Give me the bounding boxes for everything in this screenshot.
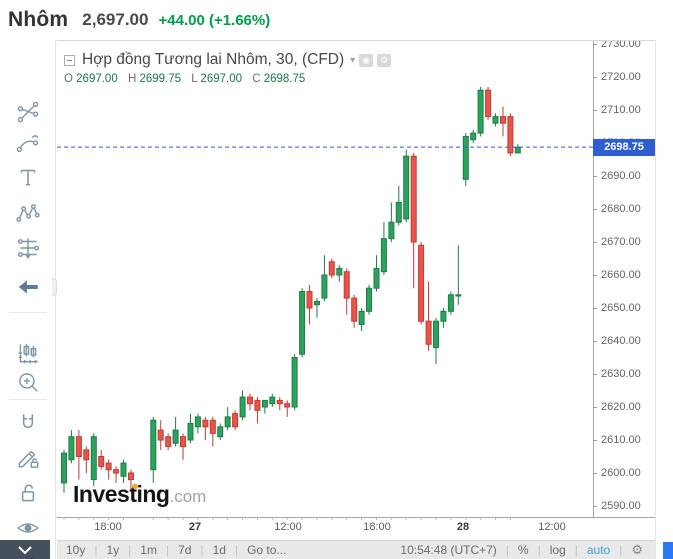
range-button-1d[interactable]: 1d: [212, 543, 226, 557]
chart-title[interactable]: Hợp đồng Tương lai Nhôm, 30, (CFD): [82, 51, 345, 68]
scroll-down-button[interactable]: [0, 540, 50, 559]
price-axis-label: 2710.00: [601, 103, 641, 116]
price-axis-label: 2620.00: [601, 400, 641, 413]
lock-all-drawings-icon[interactable]: [14, 479, 42, 507]
toolbar-collapse-handle[interactable]: [52, 278, 57, 296]
text-tool-icon[interactable]: [14, 163, 42, 191]
instrument-header: Nhôm 2,697.00 +44.00 (+1.66%): [0, 0, 673, 40]
percent-scale-button[interactable]: %: [517, 543, 529, 557]
chart-legend: Hợp đồng Tương lai Nhôm, 30, (CFD) ▾ ◉ ⚙…: [64, 51, 392, 85]
legend-collapse-icon[interactable]: [64, 54, 75, 66]
hide-all-drawings-icon[interactable]: [14, 514, 42, 542]
low-value: 2697.00: [200, 73, 242, 85]
high-value: 2699.75: [139, 73, 182, 85]
price-axis-label: 2680.00: [601, 202, 641, 215]
legend-settings-icon[interactable]: ⚙: [377, 53, 392, 67]
investing-watermark: Investing .com: [73, 481, 207, 507]
range-button-1m[interactable]: 1m: [140, 543, 157, 557]
drawing-toolbar: [0, 40, 57, 559]
instrument-price: 2,697.00: [82, 10, 149, 29]
pattern-tools-icon[interactable]: [14, 199, 42, 227]
instrument-change: +44.00 (+1.66%): [158, 11, 271, 29]
log-scale-button[interactable]: log: [549, 543, 566, 557]
price-axis-label: 2640.00: [601, 334, 641, 347]
separator: |: [234, 543, 239, 557]
candlestick-chart-canvas[interactable]: [57, 40, 593, 521]
time-axis-line: [57, 517, 655, 518]
time-axis-label: 12:00: [274, 521, 302, 533]
chevron-down-icon[interactable]: ▾: [350, 54, 356, 66]
go-to-button[interactable]: Go to...: [247, 543, 287, 557]
separator: |: [619, 543, 623, 557]
auto-scale-button[interactable]: auto: [586, 543, 611, 557]
price-axis-label: 2600.00: [601, 466, 641, 479]
separator: |: [200, 543, 204, 557]
price-axis-line: [593, 40, 594, 518]
separator: |: [94, 543, 98, 557]
back-arrow-icon[interactable]: [14, 273, 42, 301]
close-value: 2698.75: [263, 73, 306, 85]
forecast-tools-icon[interactable]: [14, 234, 42, 262]
separator: |: [537, 543, 541, 557]
price-axis-label: 2650.00: [601, 301, 641, 314]
range-button-1y[interactable]: 1y: [106, 543, 120, 557]
open-value: 2697.00: [76, 73, 118, 85]
last-price-badge: 2698.75: [593, 138, 655, 156]
price-axis-label: 2610.00: [601, 433, 641, 446]
drawing-lock-icon[interactable]: [14, 444, 42, 472]
separator: |: [165, 543, 170, 557]
time-axis-label: 27: [188, 521, 202, 533]
separator: |: [505, 543, 509, 557]
time-axis-label: 12:00: [538, 521, 566, 533]
price-axis-label: 2720.00: [601, 70, 641, 83]
separator: |: [128, 543, 132, 557]
page-element-fragment: [663, 542, 673, 559]
measure-tool-icon[interactable]: [14, 339, 42, 367]
zoom-in-tool-icon[interactable]: [14, 368, 42, 396]
range-button-10y[interactable]: 10y: [66, 543, 86, 557]
price-axis-label: 2630.00: [601, 367, 641, 380]
legend-visibility-icon[interactable]: ◉: [359, 53, 374, 67]
magnet-mode-icon[interactable]: [14, 409, 42, 437]
price-axis-label: 2670.00: [601, 235, 641, 248]
brand-dot-icon: [132, 483, 138, 489]
trend-line-tools-icon[interactable]: [14, 98, 42, 126]
range-button-7d[interactable]: 7d: [178, 543, 192, 557]
ohlc-readout: O 2697.00 H 2699.75 L 2697.00 C 2698.75: [64, 73, 306, 85]
instrument-name: Nhôm: [8, 8, 69, 31]
chart-bottom-toolbar: 10y | 1y | 1m | 7d | 1d | Go to... 10:54:48 (UTC+7)…: [57, 540, 655, 559]
price-axis-label: 2590.00: [601, 499, 641, 512]
price-axis-label: 2660.00: [601, 268, 641, 281]
time-axis-label: 18:00: [363, 521, 391, 533]
curve-tools-icon[interactable]: [14, 130, 42, 158]
price-axis-label: 2690.00: [601, 169, 641, 182]
chart-settings-gear-icon[interactable]: ⚙: [631, 542, 643, 557]
chevron-down-icon: [18, 545, 32, 554]
time-axis-label: 18:00: [94, 521, 122, 533]
separator: |: [574, 543, 578, 557]
clock-display: 10:54:48 (UTC+7): [400, 543, 497, 557]
time-axis-label: 28: [456, 521, 470, 533]
